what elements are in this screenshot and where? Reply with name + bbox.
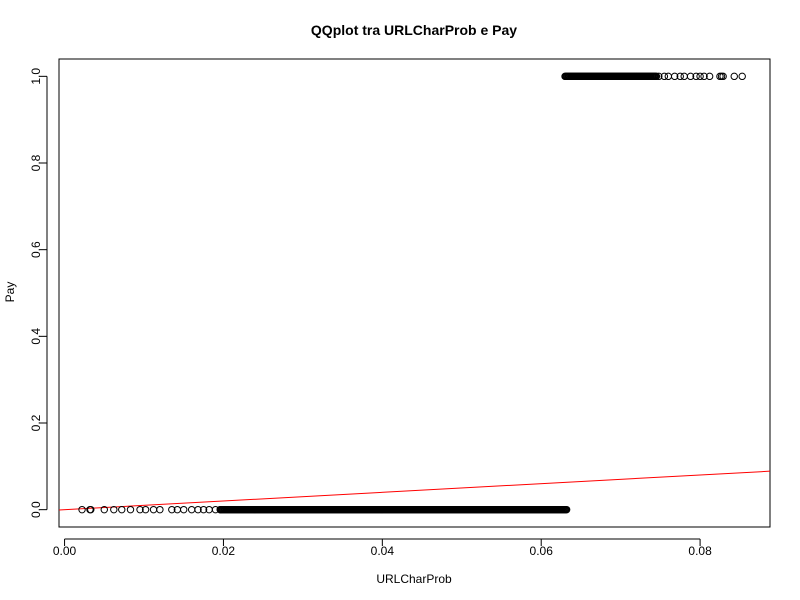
data-point [664,72,673,81]
points-layer [78,72,746,514]
data-point [156,505,164,514]
data-point [670,72,679,81]
x-tick-label: 0.06 [530,544,554,558]
reference-line [58,470,771,511]
y-tick-label: 0.0 [29,501,43,518]
data-point [562,505,571,514]
y-tick-label: 1.0 [29,68,43,85]
data-point [187,505,196,514]
x-tick-label: 0.02 [212,544,236,558]
data-point [692,72,700,81]
reference-line-layer [58,470,771,511]
data-point [194,505,202,514]
data-point [676,72,684,81]
y-tick-label: 0.4 [29,328,43,345]
data-point [141,505,150,514]
y-tick-label: 0.6 [29,241,43,258]
data-point [180,505,188,514]
y-tick-label: 0.8 [29,154,43,171]
data-point [87,505,95,514]
data-point [719,72,727,81]
data-point [705,72,714,81]
data-point [110,505,118,514]
data-point [738,72,746,81]
y-tick-label: 0.2 [29,414,43,431]
data-point [700,72,708,81]
data-point [660,72,669,81]
x-tick-label: 0.00 [53,544,77,558]
data-point [686,72,695,81]
chart-title: QQplot tra URLCharProb e Pay [311,22,517,38]
x-axis-label: URLCharProb [376,572,452,586]
axes: 0.00 0.02 0.04 0.06 0.08 0.0 0.2 0.4 0.6 0.8 1.0 [29,58,771,558]
data-point [78,505,86,514]
x-tick-label: 0.08 [688,544,712,558]
data-point [168,505,176,514]
data-point [100,505,108,514]
data-point [149,505,158,514]
data-point [199,505,208,514]
y-axis-label: Pay [3,282,17,303]
x-tick-label: 0.04 [371,544,395,558]
data-point [652,72,661,81]
data-point [680,72,688,81]
data-point [696,72,704,81]
plot-frame [58,58,771,528]
data-point [118,505,126,514]
data-point [126,505,135,514]
data-point [136,505,144,514]
data-point [730,72,738,81]
